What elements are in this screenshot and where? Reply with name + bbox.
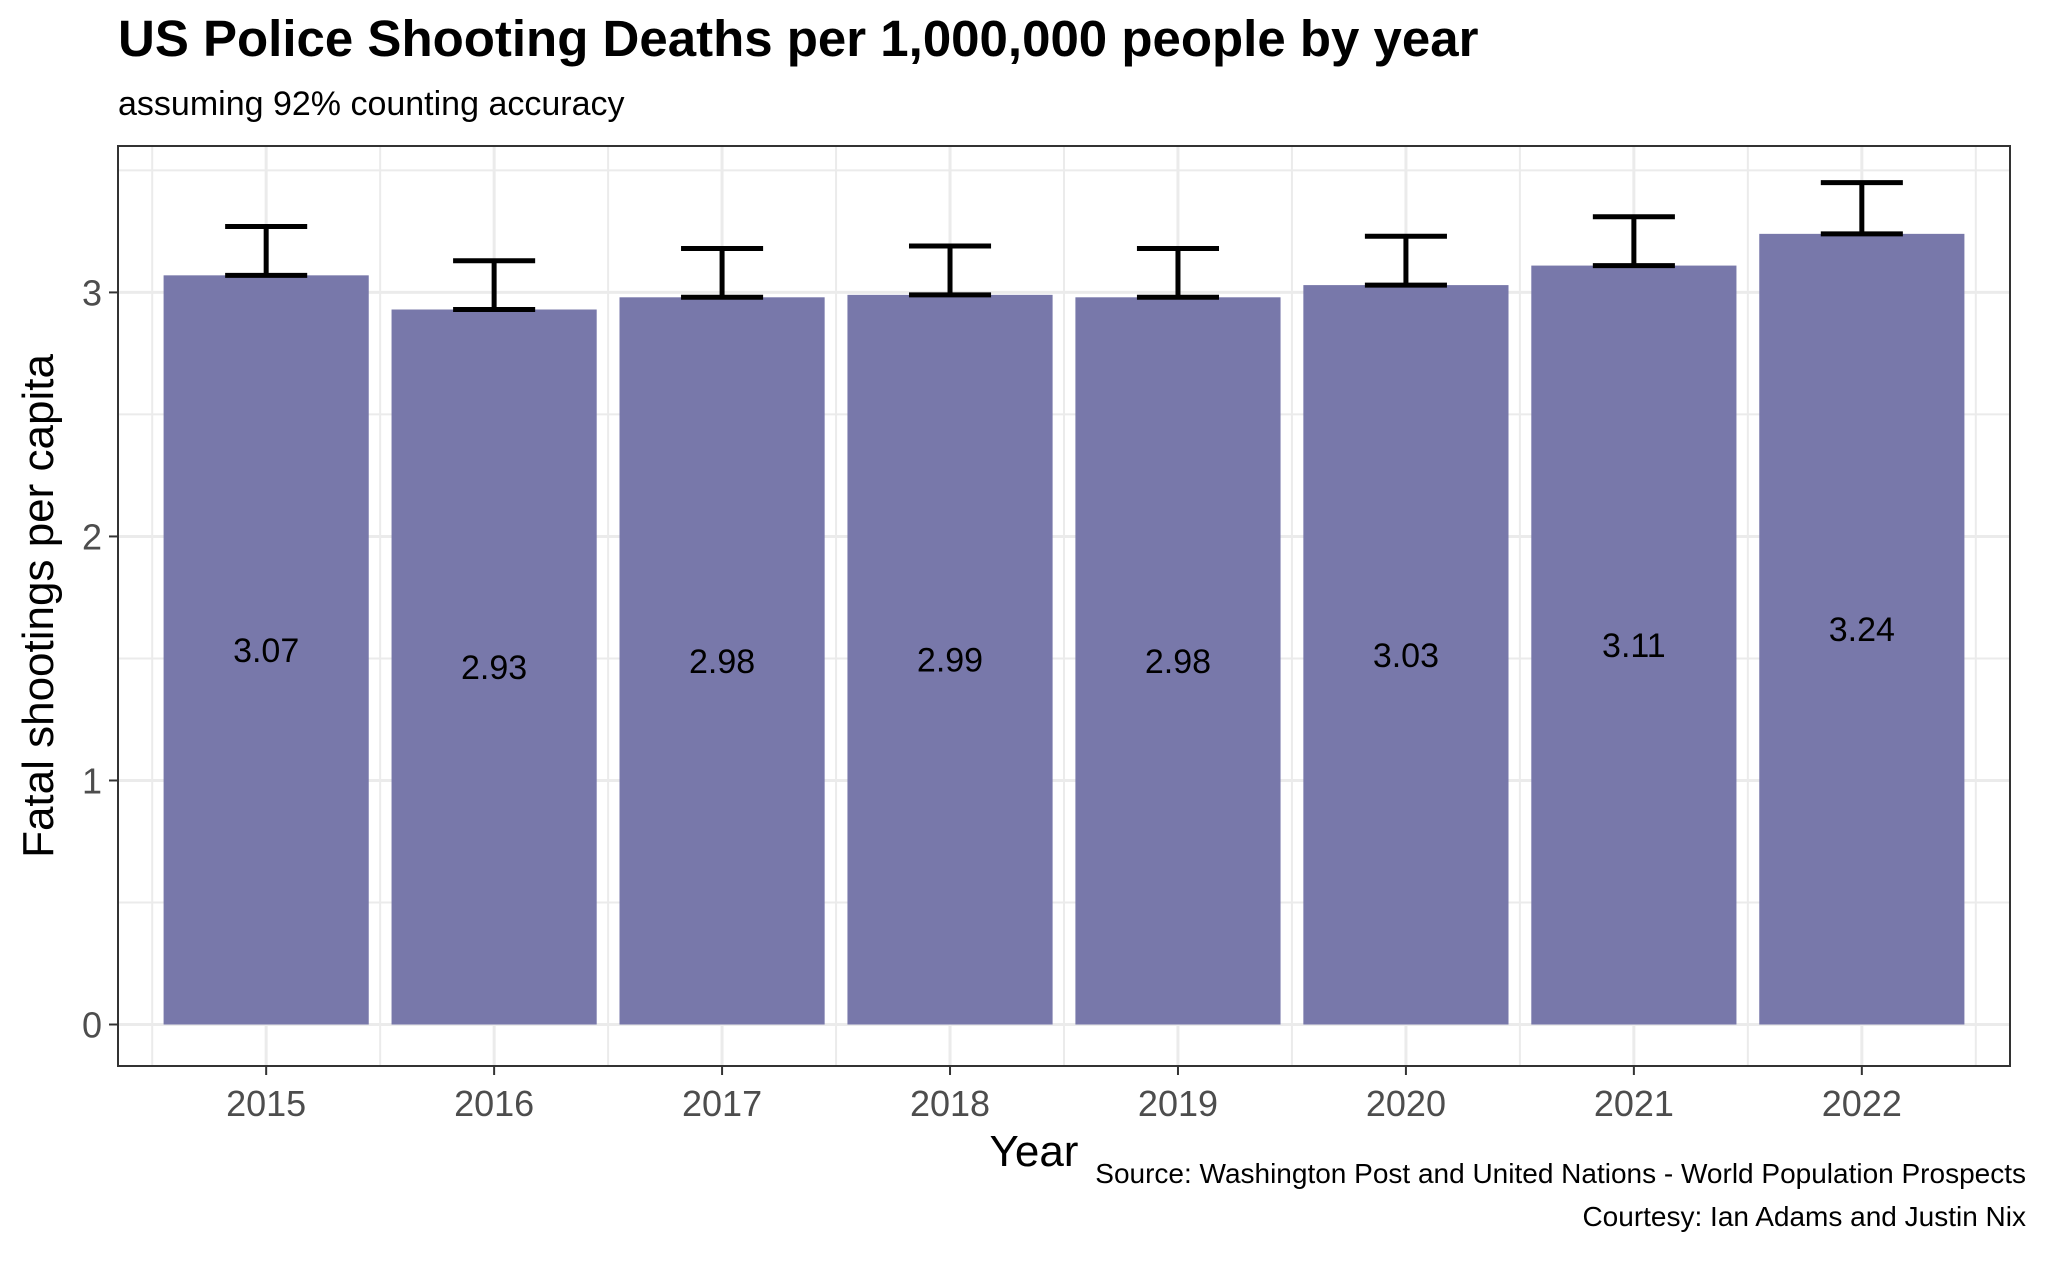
bar-2016: [391, 309, 597, 1025]
error-bar-2017: [681, 245, 764, 300]
bar-value-label: 2.99: [917, 642, 983, 680]
source-caption: Source: Washington Post and United Natio…: [1095, 1158, 2026, 1189]
x-axis-title: Year: [990, 1127, 1079, 1176]
bar-value-label: 2.93: [461, 649, 527, 687]
x-tick-label: 2016: [454, 1083, 534, 1124]
error-bar-2020: [1364, 233, 1447, 288]
bar-value-label: 2.98: [689, 643, 755, 681]
bar-value-label: 3.11: [1602, 627, 1666, 665]
bar-2017: [619, 297, 825, 1025]
bar-2022: [1759, 233, 1965, 1025]
panel-border: [117, 145, 2011, 1067]
y-tick-label: 2: [82, 516, 102, 557]
x-tick-label: 2020: [1366, 1083, 1446, 1124]
error-bar-2015: [225, 224, 308, 278]
x-tick-label: 2015: [226, 1083, 306, 1124]
chart-subtitle: assuming 92% counting accuracy: [118, 85, 625, 123]
x-tick-label: 2017: [682, 1083, 762, 1124]
y-tick-label: 1: [82, 760, 102, 801]
x-tick-label: 2018: [910, 1083, 990, 1124]
error-bar-2018: [908, 243, 992, 298]
bar-value-label: 3.07: [233, 632, 299, 670]
bar-value-label: 3.24: [1829, 611, 1895, 649]
bar-2019: [1075, 297, 1281, 1025]
y-tick-label: 3: [82, 272, 102, 313]
bar-2018: [847, 294, 1053, 1025]
bar-value-label: 2.98: [1145, 643, 1211, 681]
error-bar-2019: [1136, 245, 1220, 300]
bar-2020: [1303, 285, 1509, 1025]
bar-2015: [163, 275, 369, 1025]
x-tick-label: 2022: [1822, 1083, 1902, 1124]
bar-2021: [1531, 265, 1737, 1025]
bar-value-label: 3.03: [1373, 637, 1439, 675]
y-axis-title: Fatal shootings per capita: [14, 354, 63, 858]
error-bar-2021: [1592, 214, 1675, 269]
error-bar-2016: [453, 258, 536, 313]
chart-title: US Police Shooting Deaths per 1,000,000 …: [118, 10, 1479, 67]
error-bar-2022: [1820, 180, 1903, 237]
courtesy-caption: Courtesy: Ian Adams and Justin Nix: [1582, 1201, 2026, 1232]
x-tick-label: 2021: [1594, 1083, 1674, 1124]
y-tick-label: 0: [82, 1005, 102, 1046]
x-tick-label: 2019: [1138, 1083, 1218, 1124]
